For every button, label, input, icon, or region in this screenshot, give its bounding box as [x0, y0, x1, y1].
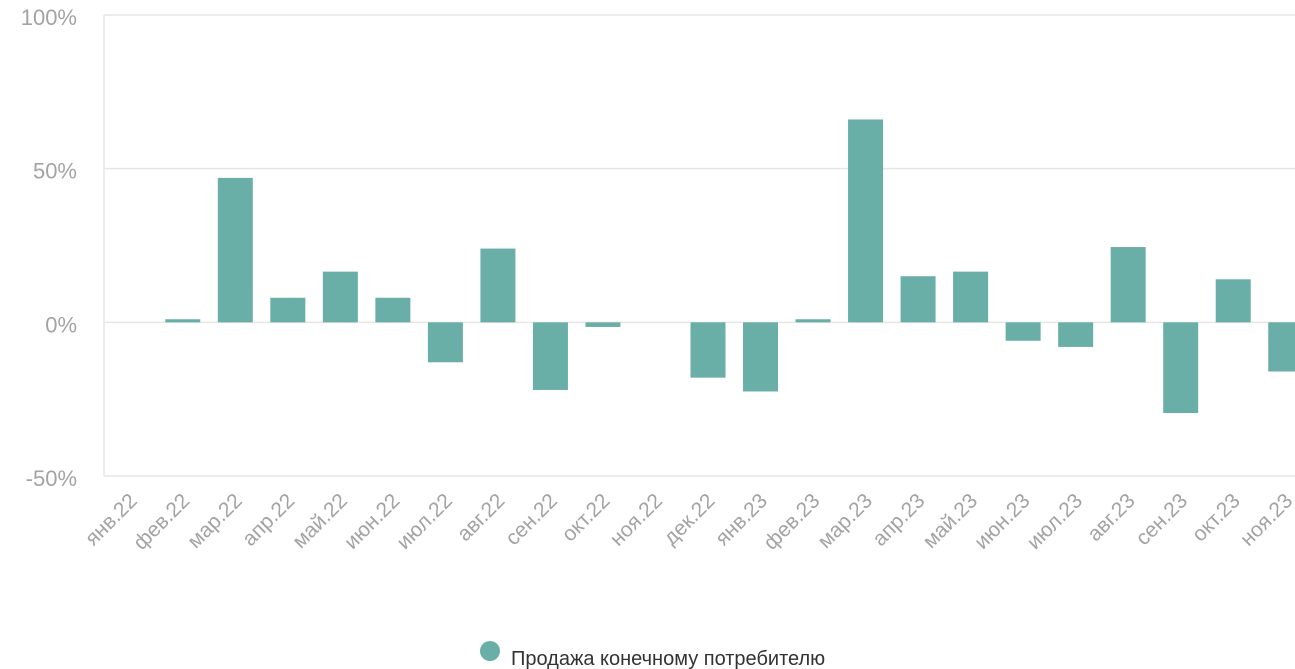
bar[interactable] [165, 319, 201, 323]
bar[interactable] [322, 271, 358, 323]
x-tick-label: авг.23 [1083, 489, 1140, 546]
x-tick-label: май.23 [918, 489, 982, 553]
y-tick-label: 50% [33, 159, 77, 184]
bar[interactable] [1110, 247, 1146, 323]
bar[interactable] [480, 248, 516, 323]
x-axis-ticks: янв.22фев.22мар.22апр.22май.22июн.22июл.… [81, 489, 1295, 554]
bar[interactable] [690, 322, 726, 378]
bar[interactable] [270, 297, 306, 323]
bar[interactable] [953, 271, 989, 323]
x-tick-label: сен.23 [1131, 489, 1192, 550]
y-tick-label: 100% [21, 5, 77, 30]
x-tick-label: июн.23 [970, 489, 1035, 554]
y-axis-ticks: 100% 50% 0% -50% [21, 5, 77, 491]
x-tick-label: фев.22 [129, 489, 194, 554]
x-tick-label: май.22 [288, 489, 352, 553]
bar[interactable] [795, 319, 831, 323]
bar[interactable] [1163, 322, 1199, 413]
bar[interactable] [375, 297, 411, 323]
legend-label[interactable]: Продажа конечному потребителю [511, 648, 825, 669]
bar[interactable] [532, 322, 568, 390]
x-tick-label: мар.23 [813, 489, 877, 553]
x-tick-label: июл.22 [392, 489, 457, 554]
x-tick-label: авг.22 [453, 489, 510, 546]
bars [165, 119, 1295, 413]
bar[interactable] [1058, 322, 1094, 347]
bar[interactable] [427, 322, 463, 363]
x-tick-label: сен.22 [501, 489, 562, 550]
x-tick-label: июн.22 [340, 489, 405, 554]
grid-lines [103, 14, 1295, 477]
bar[interactable] [1215, 279, 1251, 323]
bar[interactable] [217, 177, 253, 323]
x-tick-label: июл.23 [1023, 489, 1088, 554]
x-tick-label: фев.23 [759, 489, 824, 554]
bar[interactable] [1268, 322, 1295, 372]
x-tick-label: апр.22 [238, 489, 299, 550]
x-tick-label: ноя.23 [1236, 489, 1295, 550]
y-tick-label: 0% [45, 312, 77, 337]
x-tick-label: окт.23 [1188, 489, 1245, 546]
x-tick-label: окт.22 [558, 489, 615, 546]
bar[interactable] [743, 322, 779, 392]
bar[interactable] [1005, 322, 1041, 341]
x-tick-label: мар.22 [183, 489, 247, 553]
x-tick-label: дек.22 [659, 489, 719, 549]
x-tick-label: ноя.22 [606, 489, 667, 550]
x-tick-label: апр.23 [868, 489, 929, 550]
bar[interactable] [848, 119, 884, 323]
legend-marker[interactable] [480, 641, 500, 661]
legend[interactable]: Продажа конечному потребителю [480, 641, 825, 669]
bar[interactable] [585, 322, 621, 327]
bar[interactable] [900, 276, 936, 323]
y-tick-label: -50% [26, 466, 77, 491]
